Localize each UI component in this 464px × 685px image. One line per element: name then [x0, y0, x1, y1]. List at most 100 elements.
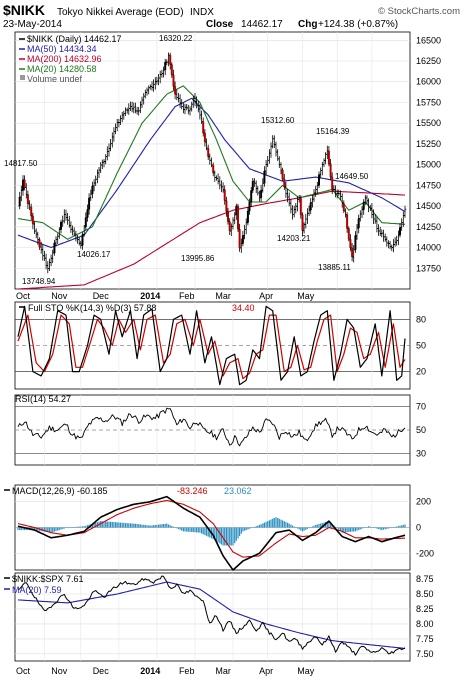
macd-histogram-bar — [144, 525, 146, 528]
legend-stochastic-d: 34.40 — [232, 303, 255, 313]
macd-histogram-bar — [277, 518, 279, 528]
macd-histogram-bar — [326, 521, 328, 528]
stockcharts-brand: © StockCharts.com — [378, 6, 460, 17]
macd-histogram-bar — [252, 527, 254, 528]
y-tick-50: 50 — [416, 341, 426, 351]
macd-histogram-bar — [234, 527, 236, 544]
macd-histogram-bar — [167, 524, 170, 528]
y-tick-15500: 15500 — [416, 118, 441, 128]
price-bar-body — [331, 177, 334, 190]
x-label-top-2014: 2014 — [140, 291, 160, 301]
macd-histogram-bar — [219, 527, 221, 544]
ratio-panel: 8.75 8.50 8.25 8.00 7.75 7.50 $NIKK:$SPX 7.61… — [4, 573, 434, 661]
macd-histogram-bar — [321, 523, 323, 528]
macd-histogram-bar — [354, 527, 356, 532]
macd-histogram-bar — [280, 519, 282, 528]
macd-histogram-bar — [177, 527, 179, 529]
macd-histogram-bar — [392, 527, 394, 528]
macd-histogram-bar — [338, 527, 340, 530]
macd-histogram-bar — [121, 522, 123, 528]
ratio-line — [17, 575, 406, 656]
macd-histogram-bar — [67, 527, 69, 528]
price-bar-body — [38, 239, 41, 248]
legend-ma200: MA(200) 14632.96 — [27, 54, 102, 64]
macd-histogram-bar — [191, 527, 193, 532]
annotation-14203-21: 14203.21 — [277, 234, 311, 243]
macd-histogram-bar — [131, 523, 133, 528]
price-bar-body — [238, 229, 241, 248]
legend-stochastic: Full STO %K(14,3) %D(3) 57.88 — [28, 303, 156, 313]
price-bar-body — [362, 202, 365, 210]
macd-histogram-bar — [171, 526, 173, 528]
macd-histogram-bar — [306, 527, 308, 529]
macd-histogram-bar — [32, 527, 34, 531]
ma20-line — [17, 85, 406, 240]
macd-histogram-bar — [207, 527, 209, 537]
y-tick-16500: 16500 — [416, 35, 441, 45]
macd-histogram-bar — [230, 527, 232, 546]
annotation-15312-60: 15312.60 — [261, 116, 295, 125]
macd-histogram-bar — [86, 525, 89, 528]
macd-histogram-bar — [47, 527, 49, 533]
legend-ma20: MA(20) 14280.58 — [27, 64, 97, 74]
macd-histogram-bar — [189, 527, 191, 532]
price-grid — [15, 32, 410, 289]
y-tick-50: 50 — [416, 425, 426, 435]
macd-histogram-bar — [52, 527, 54, 533]
price-bar-body — [299, 197, 302, 215]
macd-histogram-bar — [182, 527, 184, 532]
macd-histogram-bar — [75, 526, 77, 528]
y-tick-70: 70 — [416, 402, 426, 412]
legend-macd-histogram: 23.062 — [224, 486, 252, 496]
macd-histogram-bar — [278, 518, 280, 528]
macd-histogram-bar — [257, 525, 259, 528]
price-legend: $NIKK (Daily) 14462.17 MA(50) 14434.34 M… — [19, 34, 122, 84]
macd-histogram-bar — [126, 523, 128, 528]
macd-histogram-bar — [118, 522, 120, 528]
macd-histogram-bar — [402, 524, 404, 528]
macd-histogram-bar — [85, 525, 87, 528]
macd-histogram-bar — [316, 524, 318, 528]
y-tick-7neg-50: 7.50 — [416, 649, 434, 659]
stochastic-d-line — [17, 314, 406, 380]
macd-histogram-bar — [194, 527, 196, 533]
price-bar-body — [164, 62, 167, 71]
macd-histogram-bar — [81, 526, 84, 528]
macd-histogram-bar — [78, 526, 80, 528]
macd-histogram-bar — [265, 521, 267, 528]
rsi-grid — [15, 395, 410, 465]
bottom-x-axis: Oct Nov Dec 2014 Feb Mar Apr May — [16, 666, 315, 676]
price-bar-body — [309, 202, 312, 211]
macd-histogram-bar — [138, 524, 140, 528]
macd-histogram-bar — [83, 526, 85, 528]
macd-histogram-bar — [48, 527, 50, 533]
change-label: Chg — [298, 19, 317, 30]
y-tick-8neg-75: 8.75 — [416, 574, 434, 584]
macd-histogram-bar — [296, 527, 299, 529]
ma20-path — [17, 85, 406, 240]
macd-histogram-bar — [24, 527, 26, 531]
close-value: 14462.17 — [241, 19, 283, 30]
y-tick-14250: 14250 — [416, 222, 441, 232]
price-bar-body — [172, 75, 175, 87]
price-bar-body — [203, 133, 206, 142]
macd-histogram-bar — [161, 524, 163, 528]
ratio-ma-path — [17, 581, 406, 649]
quote-date: 23-May-2014 — [3, 19, 62, 30]
macd-histogram-bar — [328, 521, 330, 528]
price-bar-body — [283, 179, 286, 187]
macd-histogram-bar — [258, 524, 261, 528]
price-bar-body — [81, 234, 84, 246]
macd-histogram-bar — [379, 527, 381, 530]
x-label-bottom-apr: Apr — [259, 666, 273, 676]
legend-macd: MACD(12,26,9) -60.185 — [12, 486, 108, 496]
ratio-ma-line — [17, 581, 406, 649]
macd-histogram-bar — [162, 524, 165, 528]
macd-histogram-bar — [33, 527, 36, 531]
macd-histogram-bar — [270, 519, 272, 528]
macd-histogram-bar — [128, 523, 130, 528]
macd-histogram-bar — [275, 517, 277, 528]
macd-histogram-bar — [73, 527, 75, 528]
macd-histogram-bar — [346, 527, 348, 533]
